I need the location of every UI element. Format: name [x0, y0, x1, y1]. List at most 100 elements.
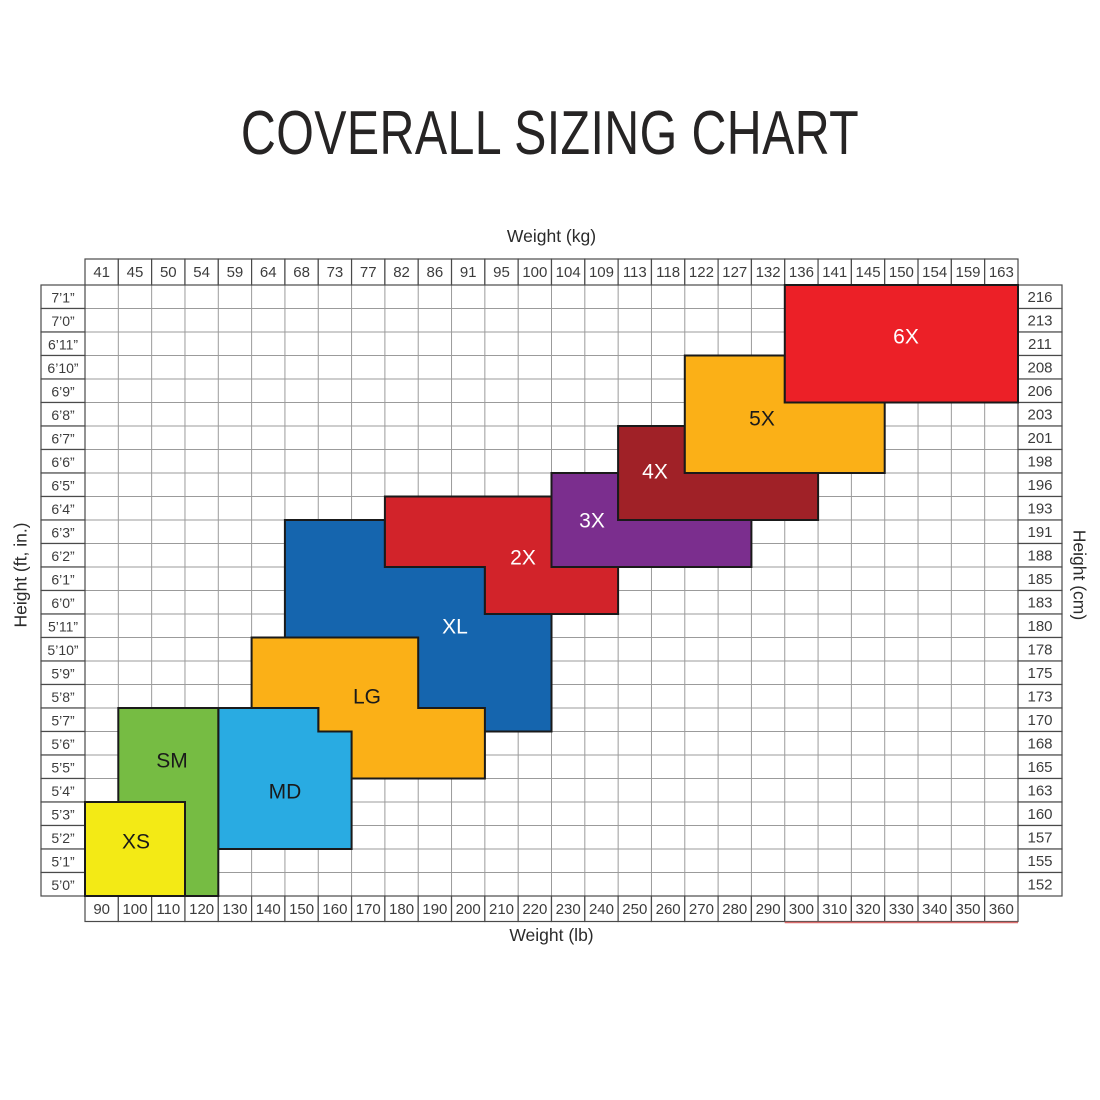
cm-tick-label: 185 — [1027, 571, 1052, 588]
lb-tick-label: 90 — [93, 901, 110, 918]
lb-tick-label: 340 — [922, 901, 947, 918]
size-label-4x: 4X — [642, 461, 668, 484]
size-label-2x: 2X — [510, 547, 536, 570]
ftin-tick-label: 5’4” — [51, 783, 75, 799]
ftin-tick-label: 5’8” — [51, 689, 75, 705]
cm-tick-cell — [1017, 871, 1063, 897]
ftin-tick-label: 5’9” — [51, 665, 75, 681]
lb-tick-label: 240 — [589, 901, 614, 918]
ftin-tick-label: 6’0” — [51, 595, 75, 611]
kg-tick-label: 104 — [556, 264, 581, 281]
cm-tick-label: 160 — [1027, 806, 1052, 823]
kg-tick-label: 150 — [889, 264, 914, 281]
cm-tick-label: 178 — [1027, 641, 1052, 658]
lb-tick-label: 330 — [889, 901, 914, 918]
cm-tick-label: 163 — [1027, 782, 1052, 799]
lb-tick-cell — [117, 895, 153, 923]
kg-tick-cell — [950, 258, 986, 286]
kg-tick-label: 132 — [756, 264, 781, 281]
ftin-tick-label: 5’11” — [48, 618, 78, 634]
kg-tick-cell — [717, 258, 753, 286]
cm-tick-label: 188 — [1027, 547, 1052, 564]
kg-tick-label: 41 — [93, 264, 110, 281]
kg-tick-label: 141 — [822, 264, 847, 281]
cm-tick-label: 168 — [1027, 735, 1052, 752]
ftin-tick-label: 5’7” — [51, 712, 75, 728]
kg-tick-label: 59 — [227, 264, 244, 281]
kg-tick-label: 91 — [460, 264, 477, 281]
lb-tick-label: 250 — [622, 901, 647, 918]
kg-tick-label: 109 — [589, 264, 614, 281]
lb-tick-cell — [350, 895, 386, 923]
lb-tick-label: 130 — [222, 901, 247, 918]
cm-tick-label: 201 — [1027, 430, 1052, 447]
ftin-tick-label: 6’10” — [47, 360, 78, 376]
ftin-tick-label: 5’6” — [51, 736, 75, 752]
kg-tick-label: 136 — [789, 264, 814, 281]
ftin-tick-label: 6’4” — [51, 501, 75, 517]
size-block-6x — [783, 284, 1019, 404]
lb-tick-cell — [450, 895, 486, 923]
cm-tick-label: 152 — [1027, 876, 1052, 893]
cm-tick-label: 211 — [1028, 336, 1052, 353]
lb-tick-cell — [584, 895, 619, 923]
lb-tick-label: 320 — [856, 901, 881, 918]
ftin-tick-label: 5’5” — [51, 759, 75, 775]
kg-tick-label: 163 — [989, 264, 1014, 281]
kg-tick-cell — [917, 258, 952, 286]
kg-tick-cell — [750, 258, 786, 286]
lb-tick-label: 220 — [522, 901, 547, 918]
kg-tick-cell — [217, 258, 253, 286]
size-label-xs: XS — [122, 831, 150, 854]
cm-tick-label: 206 — [1027, 383, 1052, 400]
cm-tick-label: 196 — [1027, 477, 1052, 494]
cm-tick-label: 213 — [1027, 312, 1052, 329]
lb-tick-label: 270 — [689, 901, 714, 918]
lb-tick-label: 170 — [356, 901, 381, 918]
size-label-sm: SM — [156, 750, 188, 773]
cm-tick-label: 193 — [1027, 500, 1052, 517]
size-label-md: MD — [269, 781, 302, 804]
ftin-tick-label: 5’2” — [51, 830, 75, 846]
lb-tick-cell — [784, 895, 819, 923]
lb-tick-label: 350 — [956, 901, 981, 918]
kg-tick-label: 64 — [260, 264, 277, 281]
cm-tick-label: 216 — [1027, 289, 1052, 306]
lb-tick-label: 110 — [156, 901, 180, 918]
size-label-xl: XL — [442, 616, 468, 639]
lb-tick-cell — [984, 895, 1019, 923]
lb-tick-cell — [717, 895, 753, 923]
cm-tick-label: 165 — [1027, 759, 1052, 776]
kg-tick-label: 100 — [522, 264, 547, 281]
kg-tick-label: 122 — [689, 264, 714, 281]
kg-tick-label: 154 — [922, 264, 947, 281]
ftin-tick-label: 6’1” — [51, 571, 75, 587]
kg-tick-label: 159 — [956, 264, 981, 281]
ftin-tick-label: 6’3” — [51, 524, 75, 540]
kg-tick-cell — [850, 258, 886, 286]
cm-tick-label: 157 — [1027, 829, 1052, 846]
cm-tick-label: 208 — [1027, 359, 1052, 376]
kg-tick-label: 68 — [293, 264, 310, 281]
lb-tick-cell — [950, 895, 986, 923]
kg-tick-label: 95 — [493, 264, 510, 281]
cm-tick-label: 183 — [1027, 594, 1052, 611]
lb-tick-label: 230 — [556, 901, 581, 918]
page-title: COVERALL SIZING CHART — [240, 99, 860, 168]
lb-tick-label: 360 — [989, 901, 1014, 918]
ftin-tick-label: 6’8” — [51, 407, 75, 423]
kg-tick-cell — [984, 258, 1019, 286]
kg-tick-label: 77 — [360, 264, 377, 281]
kg-tick-label: 86 — [427, 264, 444, 281]
ftin-tick-label: 5’0” — [51, 877, 75, 893]
cm-tick-label: 155 — [1027, 853, 1052, 870]
lb-tick-cell — [750, 895, 786, 923]
cm-tick-label: 180 — [1027, 618, 1052, 635]
cm-tick-label: 203 — [1027, 406, 1052, 423]
lb-tick-label: 310 — [822, 901, 847, 918]
lb-tick-label: 160 — [322, 901, 347, 918]
kg-tick-cell — [151, 258, 186, 286]
kg-tick-label: 118 — [656, 264, 680, 281]
kg-tick-cell — [684, 258, 719, 286]
